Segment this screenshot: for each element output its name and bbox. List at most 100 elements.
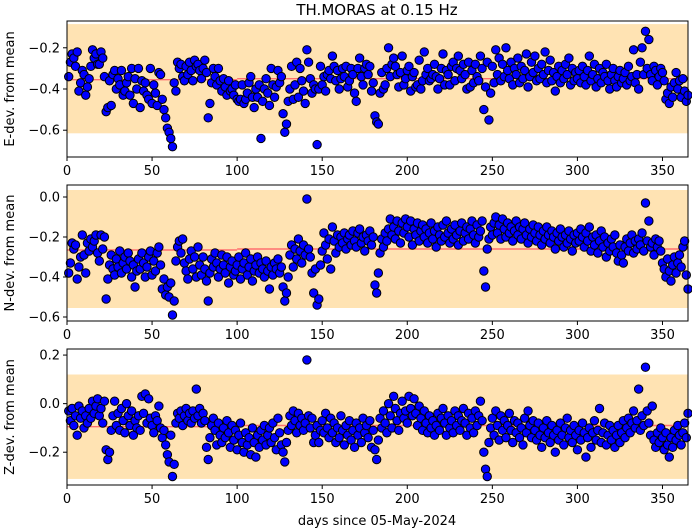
point-n-216 (431, 242, 441, 252)
point-e-337 (637, 43, 647, 53)
point-z-179 (368, 425, 378, 436)
x-tick-label-z-200: 200 (395, 492, 420, 507)
point-e-270 (523, 82, 533, 92)
point-n-76 (193, 242, 203, 252)
point-z-80 (200, 415, 210, 426)
point-e-31 (116, 65, 127, 76)
point-n-213 (426, 218, 436, 228)
point-z-126 (278, 447, 288, 457)
point-n-63 (171, 256, 181, 266)
point-e-148 (315, 61, 326, 72)
point-e-61 (167, 141, 178, 152)
point-n-0 (64, 268, 74, 278)
point-n-181 (371, 288, 382, 298)
point-z-37 (126, 406, 137, 416)
point-e-339 (640, 26, 651, 37)
x-tick-label-e-200: 200 (395, 164, 420, 179)
x-tick-label-e-50: 50 (144, 164, 161, 179)
point-e-117 (263, 88, 273, 98)
point-z-360 (676, 440, 686, 450)
figure-title: TH.MORAS at 0.15 Hz (295, 1, 457, 19)
point-e-179 (368, 78, 378, 88)
point-n-180 (370, 280, 380, 290)
point-e-341 (644, 34, 654, 45)
point-n-348 (656, 246, 666, 256)
x-tick-label-z-100: 100 (225, 492, 250, 507)
point-z-110 (251, 452, 261, 462)
point-z-196 (397, 396, 407, 406)
point-e-203 (409, 67, 419, 78)
point-n-141 (303, 244, 314, 254)
point-e-220 (438, 49, 448, 59)
point-z-172 (356, 437, 367, 448)
point-n-148 (315, 260, 326, 270)
point-n-222 (441, 216, 452, 226)
x-tick-label-e-150: 150 (310, 164, 335, 179)
point-z-343 (647, 401, 657, 411)
point-e-81 (201, 67, 212, 78)
point-e-229 (453, 51, 464, 61)
x-tick-label-n-250: 250 (480, 328, 505, 343)
point-n-286 (550, 244, 560, 254)
point-n-140 (302, 194, 312, 204)
point-n-360 (676, 262, 686, 272)
point-e-20 (98, 53, 108, 63)
point-z-189 (385, 411, 395, 421)
point-e-355 (667, 92, 678, 102)
point-e-349 (657, 67, 668, 78)
x-tick-label-z-350: 350 (650, 492, 675, 507)
point-e-45 (140, 78, 150, 88)
point-n-82 (203, 296, 213, 306)
point-z-293 (562, 413, 572, 423)
point-z-304 (581, 452, 591, 462)
point-e-200 (404, 61, 414, 72)
panel-e-dev: 0 50 100 150 200 250 300 350 −0.6 −0.4 −0.2 E-dev. … (3, 20, 692, 179)
point-e-244 (479, 104, 489, 115)
point-e-63 (171, 86, 181, 96)
point-n-73 (188, 264, 198, 274)
point-e-278 (536, 59, 547, 69)
point-e-56 (159, 104, 169, 115)
point-e-54 (155, 69, 166, 80)
point-n-311 (593, 248, 603, 258)
point-e-51 (150, 88, 161, 98)
point-e-245 (480, 82, 491, 92)
point-e-249 (487, 61, 498, 72)
point-n-132 (288, 262, 298, 272)
point-n-363 (681, 270, 691, 280)
point-z-242 (475, 396, 486, 406)
y-tick-label-n-2: −0.2 (28, 231, 60, 246)
point-z-53 (154, 401, 164, 411)
point-n-22 (101, 294, 111, 304)
point-e-248 (485, 88, 496, 98)
point-e-83 (205, 98, 215, 109)
point-e-127 (280, 127, 290, 137)
point-z-62 (169, 459, 179, 470)
point-z-261 (508, 437, 518, 448)
point-e-146 (312, 139, 322, 150)
y-tick-label-e-0: −0.6 (28, 124, 60, 139)
point-z-267 (518, 440, 528, 450)
point-e-280 (540, 47, 550, 57)
point-z-128 (281, 437, 292, 448)
point-e-55 (157, 94, 167, 105)
point-z-61 (167, 471, 178, 482)
point-z-199 (402, 418, 412, 428)
point-e-269 (521, 49, 532, 59)
point-n-79 (198, 252, 208, 262)
point-e-350 (659, 76, 669, 86)
point-e-73 (188, 76, 198, 86)
point-n-147 (314, 294, 324, 304)
point-e-209 (419, 47, 429, 57)
point-n-182 (373, 268, 384, 278)
point-z-34 (121, 398, 132, 409)
point-e-168 (349, 88, 360, 98)
point-n-155 (327, 222, 338, 232)
point-e-12 (84, 73, 94, 84)
point-z-257 (501, 432, 511, 443)
point-n-338 (639, 246, 649, 256)
point-e-335 (633, 84, 644, 94)
point-e-316 (601, 59, 612, 69)
point-n-137 (297, 258, 307, 268)
point-z-60 (166, 430, 176, 440)
